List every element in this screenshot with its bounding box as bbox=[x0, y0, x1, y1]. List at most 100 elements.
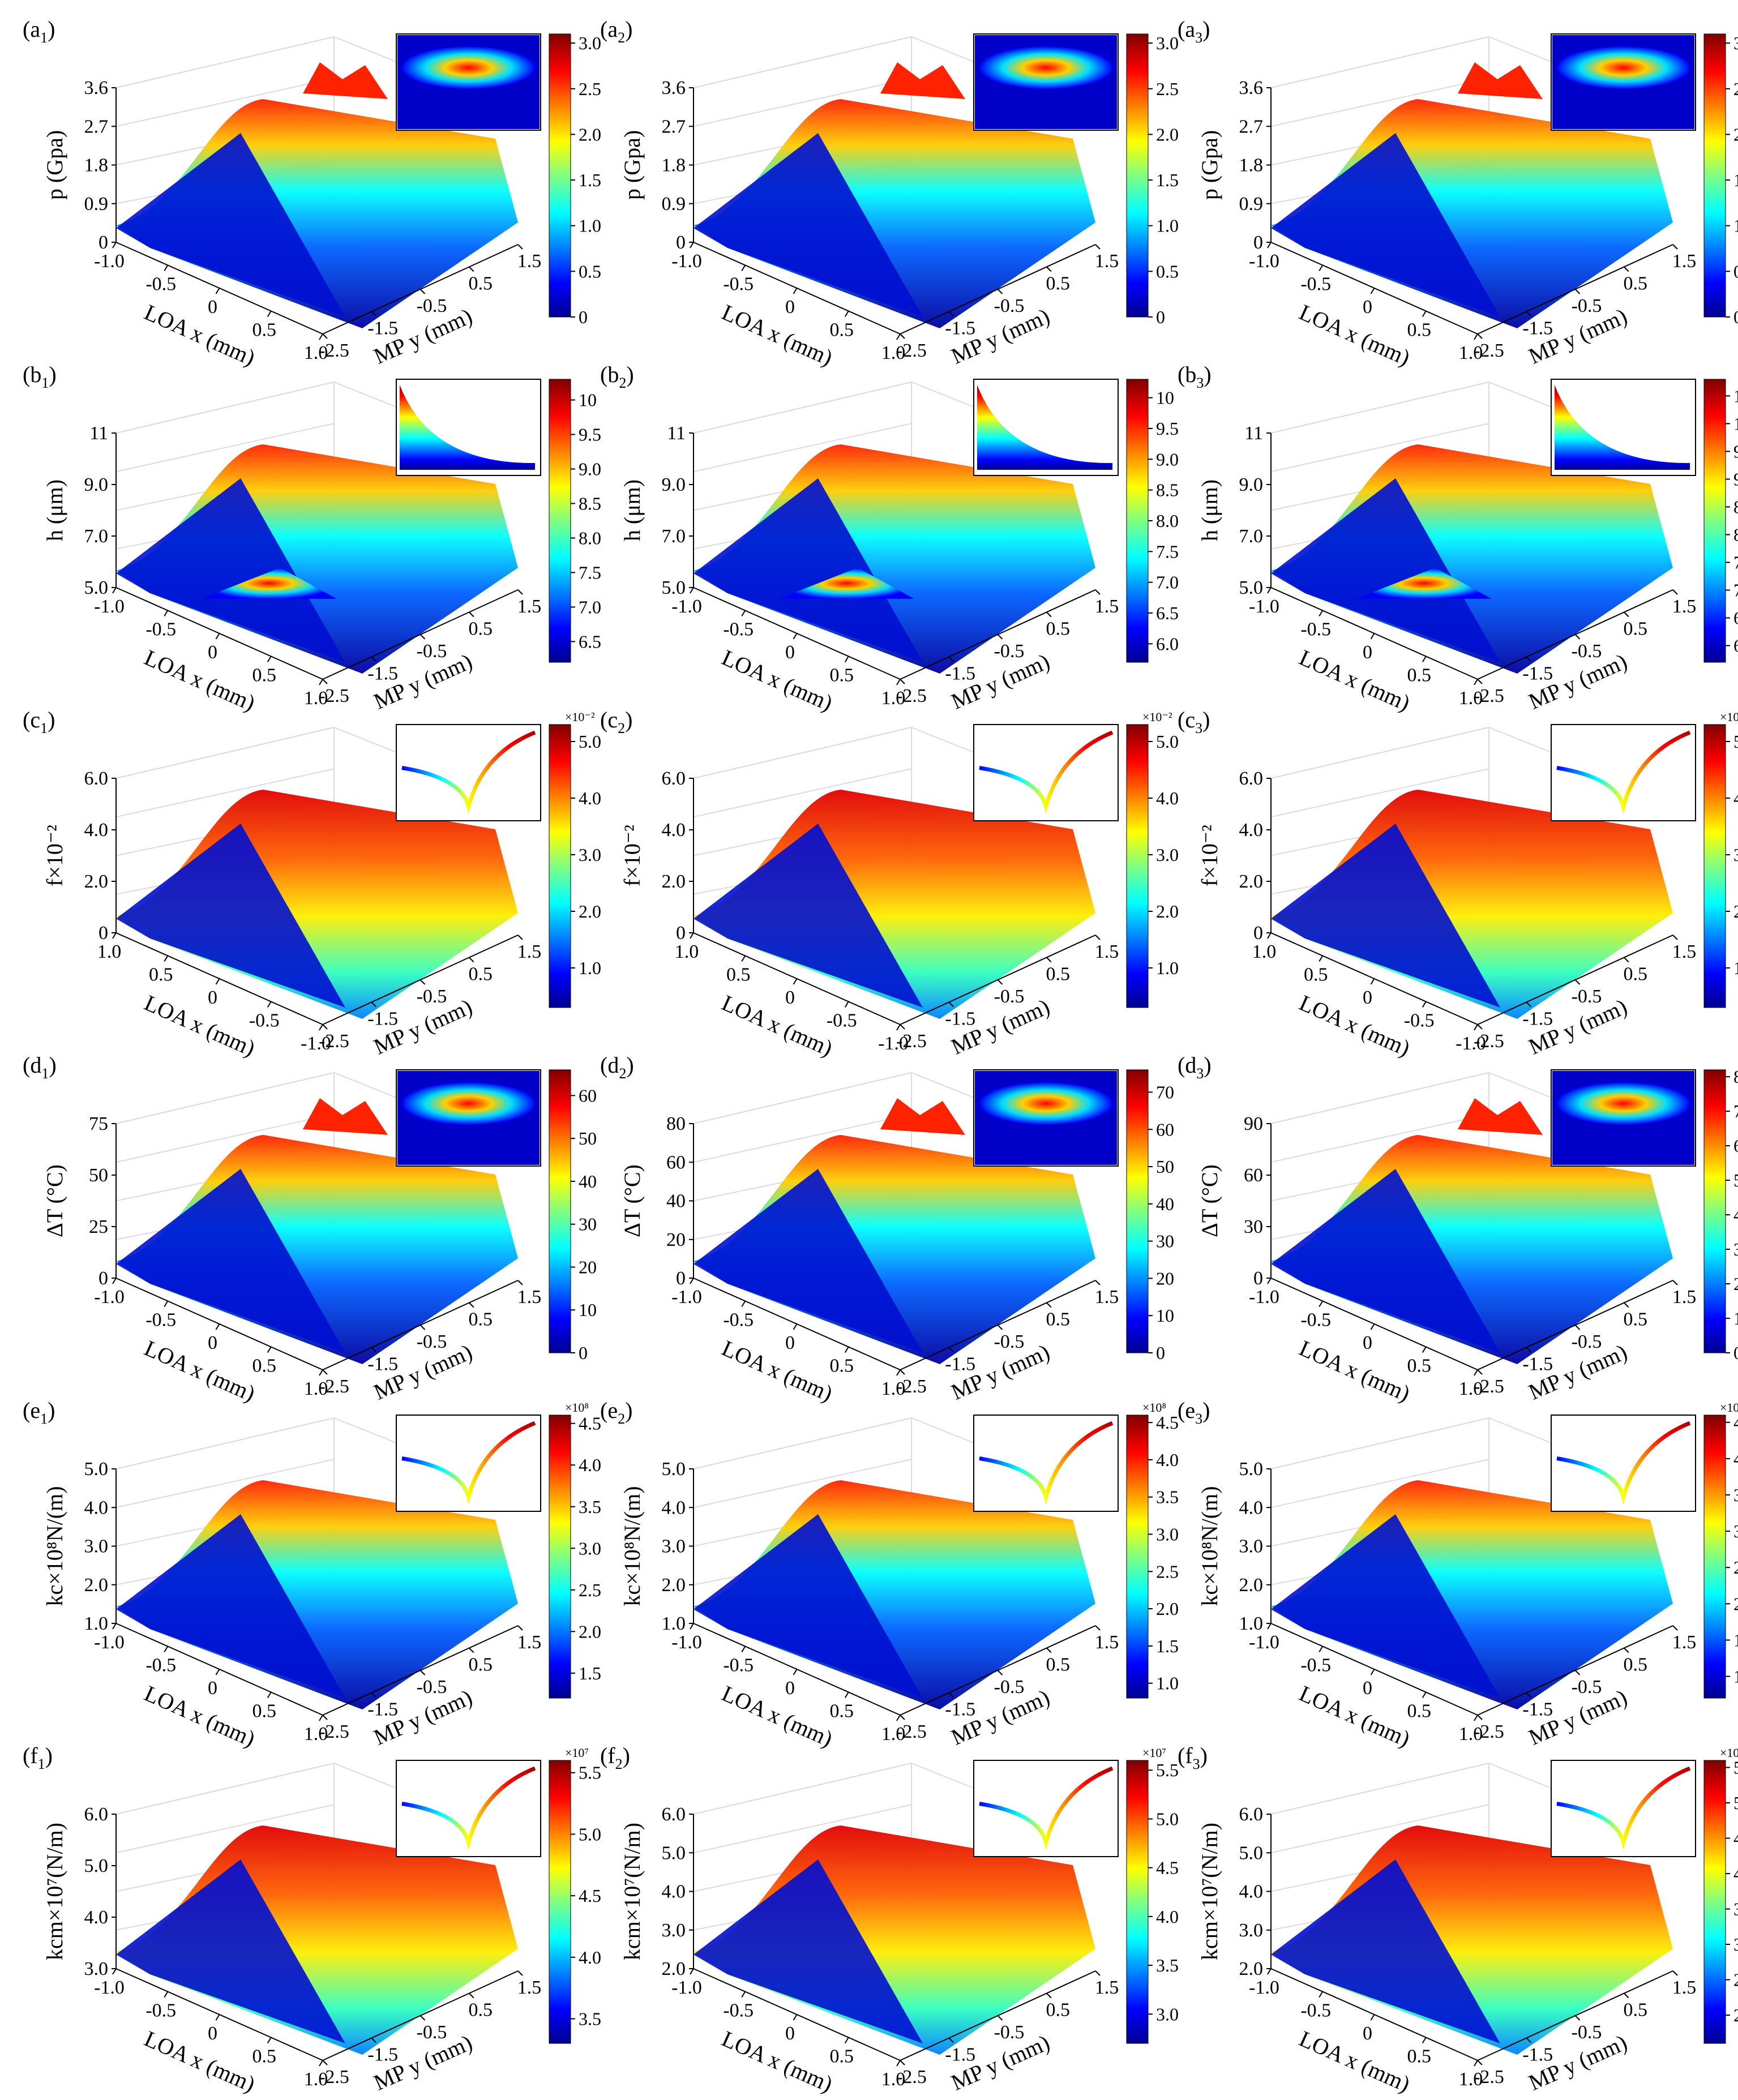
x-tick-label: 0.5 bbox=[252, 665, 277, 686]
x-tick-label: 0.5 bbox=[830, 2046, 854, 2067]
colorbar-exponent: ×10⁷ bbox=[1142, 1746, 1166, 1760]
inset-map-spot bbox=[1557, 46, 1690, 89]
inset-profile bbox=[977, 385, 1112, 470]
y-tick-label: -2.5 bbox=[896, 1376, 927, 1397]
y-tick-label: -2.5 bbox=[896, 1721, 927, 1742]
y-tick-label: -0.5 bbox=[994, 1677, 1025, 1698]
x-tick-mark bbox=[164, 1645, 169, 1653]
x-tick-label: 0 bbox=[785, 1678, 795, 1699]
inset-map-spot bbox=[1557, 1082, 1690, 1125]
x-tick-mark bbox=[319, 333, 323, 340]
x-tick-mark bbox=[164, 610, 169, 617]
z-axis-label: kc×10⁸N/(m) bbox=[1197, 1486, 1222, 1606]
y-tick-label: -0.5 bbox=[994, 986, 1025, 1007]
x-tick-label: 0 bbox=[208, 1332, 217, 1353]
x-tick-mark bbox=[896, 1024, 901, 1031]
y-tick-mark bbox=[371, 1347, 376, 1353]
y-tick-mark bbox=[900, 1715, 905, 1720]
z-axis-label: h (μm) bbox=[42, 479, 67, 541]
z-axis-label: kcm×10⁷(N/m) bbox=[42, 1823, 67, 1960]
colorbar-tick-label: 1.5 bbox=[1733, 1630, 1738, 1650]
x-tick-label: -0.5 bbox=[145, 2000, 176, 2021]
inset-profile bbox=[400, 385, 535, 470]
x-tick-label: -1.0 bbox=[878, 1033, 909, 1054]
y-tick-mark bbox=[1624, 611, 1629, 618]
z-axis-label: ΔT (°C) bbox=[619, 1164, 645, 1237]
colorbar-tick-label: 4.5 bbox=[1733, 1828, 1738, 1849]
z-axis-label: kc×10⁸N/(m) bbox=[619, 1486, 645, 1606]
x-tick-label: -1.0 bbox=[94, 1977, 125, 1998]
panel-e2: (e2) 1.0 2.0 3.0 4.0 5.0 kc×10⁸N/(m) -1.0 -0.5 0 0… bbox=[600, 1398, 1179, 1752]
x-tick-mark bbox=[1267, 587, 1272, 594]
y-tick-mark bbox=[371, 311, 376, 317]
x-tick-label: 0.5 bbox=[1407, 2046, 1432, 2067]
y-tick-label: 1.5 bbox=[1672, 1287, 1697, 1308]
colorbar-tick-label: 2.0 bbox=[579, 124, 601, 144]
colorbar-tick-label: 5.0 bbox=[579, 1824, 601, 1844]
y-tick-label: -0.5 bbox=[994, 2022, 1025, 2043]
grid-line bbox=[115, 1763, 335, 1815]
x-tick-label: 0 bbox=[785, 987, 795, 1008]
inset-curve bbox=[979, 1421, 1114, 1505]
y-tick-label: -1.5 bbox=[367, 2045, 398, 2065]
panel-label: (d1) bbox=[23, 1052, 57, 1082]
z-tick-label: 0 bbox=[676, 232, 686, 253]
x-tick-label: 1.0 bbox=[1459, 2069, 1483, 2090]
y-tick-mark bbox=[1574, 1325, 1581, 1330]
y-tick-label: -1.5 bbox=[1522, 663, 1553, 684]
x-tick-label: 1.0 bbox=[881, 342, 906, 363]
z-tick-label: 2.0 bbox=[84, 871, 109, 892]
z-tick-label: 0 bbox=[99, 1268, 108, 1289]
colorbar-tick-label: 3.5 bbox=[579, 2009, 601, 2029]
x-tick-mark bbox=[896, 679, 901, 685]
x-tick-mark bbox=[1319, 1645, 1324, 1653]
y-tick-label: -2.5 bbox=[1474, 340, 1504, 361]
colorbar-tick-label: 2.0 bbox=[1733, 1593, 1738, 1614]
y-tick-mark bbox=[1095, 1970, 1101, 1976]
panel-label: (b2) bbox=[600, 362, 634, 391]
x-tick-mark bbox=[215, 1669, 220, 1675]
colorbar-tick-label: 6.0 bbox=[1733, 636, 1738, 656]
x-tick-label: -1.0 bbox=[1249, 251, 1279, 272]
grid-line bbox=[115, 78, 335, 127]
surface-base bbox=[1271, 1514, 1500, 1698]
x-axis-label: LOA x (mm) bbox=[718, 645, 836, 716]
colorbar-tick-label: 10 bbox=[579, 1300, 597, 1320]
z-tick-label: 0 bbox=[676, 923, 686, 944]
y-tick-label: 0.5 bbox=[1046, 964, 1071, 985]
x-tick-mark bbox=[896, 2060, 901, 2067]
x-tick-label: 0 bbox=[208, 1678, 217, 1699]
z-axis-label: h (μm) bbox=[1197, 479, 1222, 541]
x-tick-label: -0.5 bbox=[145, 1655, 176, 1676]
z-tick-label: 3.0 bbox=[84, 1536, 109, 1557]
colorbar-exponent: ×10⁻² bbox=[1142, 710, 1172, 724]
x-tick-label: 0 bbox=[785, 642, 795, 663]
x-tick-label: 0.5 bbox=[1407, 1701, 1432, 1722]
colorbar-tick-label: 20 bbox=[1733, 1274, 1738, 1294]
colorbar-tick-label: 3.0 bbox=[579, 1538, 601, 1558]
z-tick-label: 50 bbox=[89, 1165, 108, 1186]
x-tick-mark bbox=[267, 1691, 272, 1699]
x-tick-mark bbox=[267, 2037, 272, 2044]
x-tick-mark bbox=[741, 1300, 746, 1308]
z-tick-label: 0 bbox=[99, 232, 108, 253]
grid-line bbox=[693, 727, 912, 779]
grid-line bbox=[693, 1804, 912, 1854]
y-tick-mark bbox=[371, 1692, 376, 1698]
panel-e3: (e3) 1.0 2.0 3.0 4.0 5.0 kc×10⁸N/(m) -1.0 -0.5 0 0… bbox=[1178, 1398, 1738, 1752]
colorbar-tick-label: 8.0 bbox=[579, 528, 601, 548]
inset-curve bbox=[1556, 1421, 1691, 1505]
colorbar-tick-label: 40 bbox=[579, 1171, 597, 1192]
x-tick-label: 1.0 bbox=[1459, 342, 1483, 363]
x-tick-mark bbox=[896, 1715, 901, 1721]
colorbar-tick-label: 70 bbox=[1733, 1101, 1738, 1121]
x-tick-label: -1.0 bbox=[94, 251, 125, 272]
panel-label: (f1) bbox=[23, 1743, 53, 1772]
z-tick-label: 3.6 bbox=[84, 78, 109, 98]
panel-c2: (c2) 0 2.0 4.0 6.0 f×10⁻² 1.0 0.5 0 -0.5 -1.0 LOA x… bbox=[600, 707, 1179, 1061]
x-tick-mark bbox=[215, 978, 220, 985]
x-tick-mark bbox=[1267, 932, 1272, 939]
colorbar-tick-label: 5.0 bbox=[1733, 731, 1738, 752]
z-tick-label: 4.0 bbox=[1239, 820, 1264, 841]
colorbar-tick-label: 5.0 bbox=[1156, 731, 1179, 752]
